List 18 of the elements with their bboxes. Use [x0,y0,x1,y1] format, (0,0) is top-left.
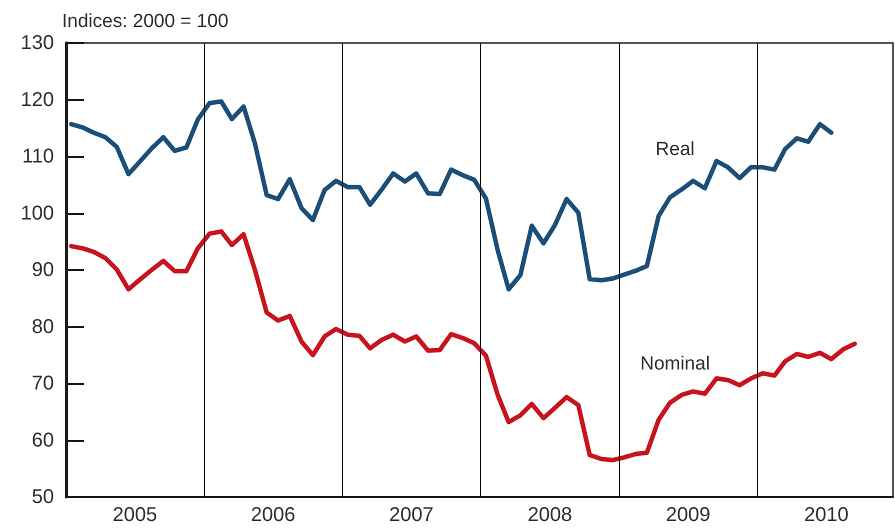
y-tick-label: 50 [32,486,54,508]
y-tick-label: 70 [32,372,54,394]
y-tick-label: 120 [20,88,54,111]
x-tick-label: 2010 [804,504,849,526]
y-tick-label: 80 [32,316,54,338]
y-tick-label: 100 [20,202,54,224]
y-axis-title: Indices: 2000 = 100 [62,11,228,32]
series-label: Real [656,138,695,160]
y-tick-label: 60 [32,429,54,452]
x-tick-label: 2008 [528,504,572,526]
x-tick-label: 2005 [112,504,158,526]
y-tick-label: 90 [32,259,54,281]
x-tick-label: 2009 [666,504,710,526]
series-label: Nominal [640,353,710,374]
x-tick-label: 2006 [250,504,296,526]
y-tick-label: 110 [22,146,54,168]
x-tick-label: 2007 [389,504,434,526]
y-tick-label: 130 [20,32,54,54]
